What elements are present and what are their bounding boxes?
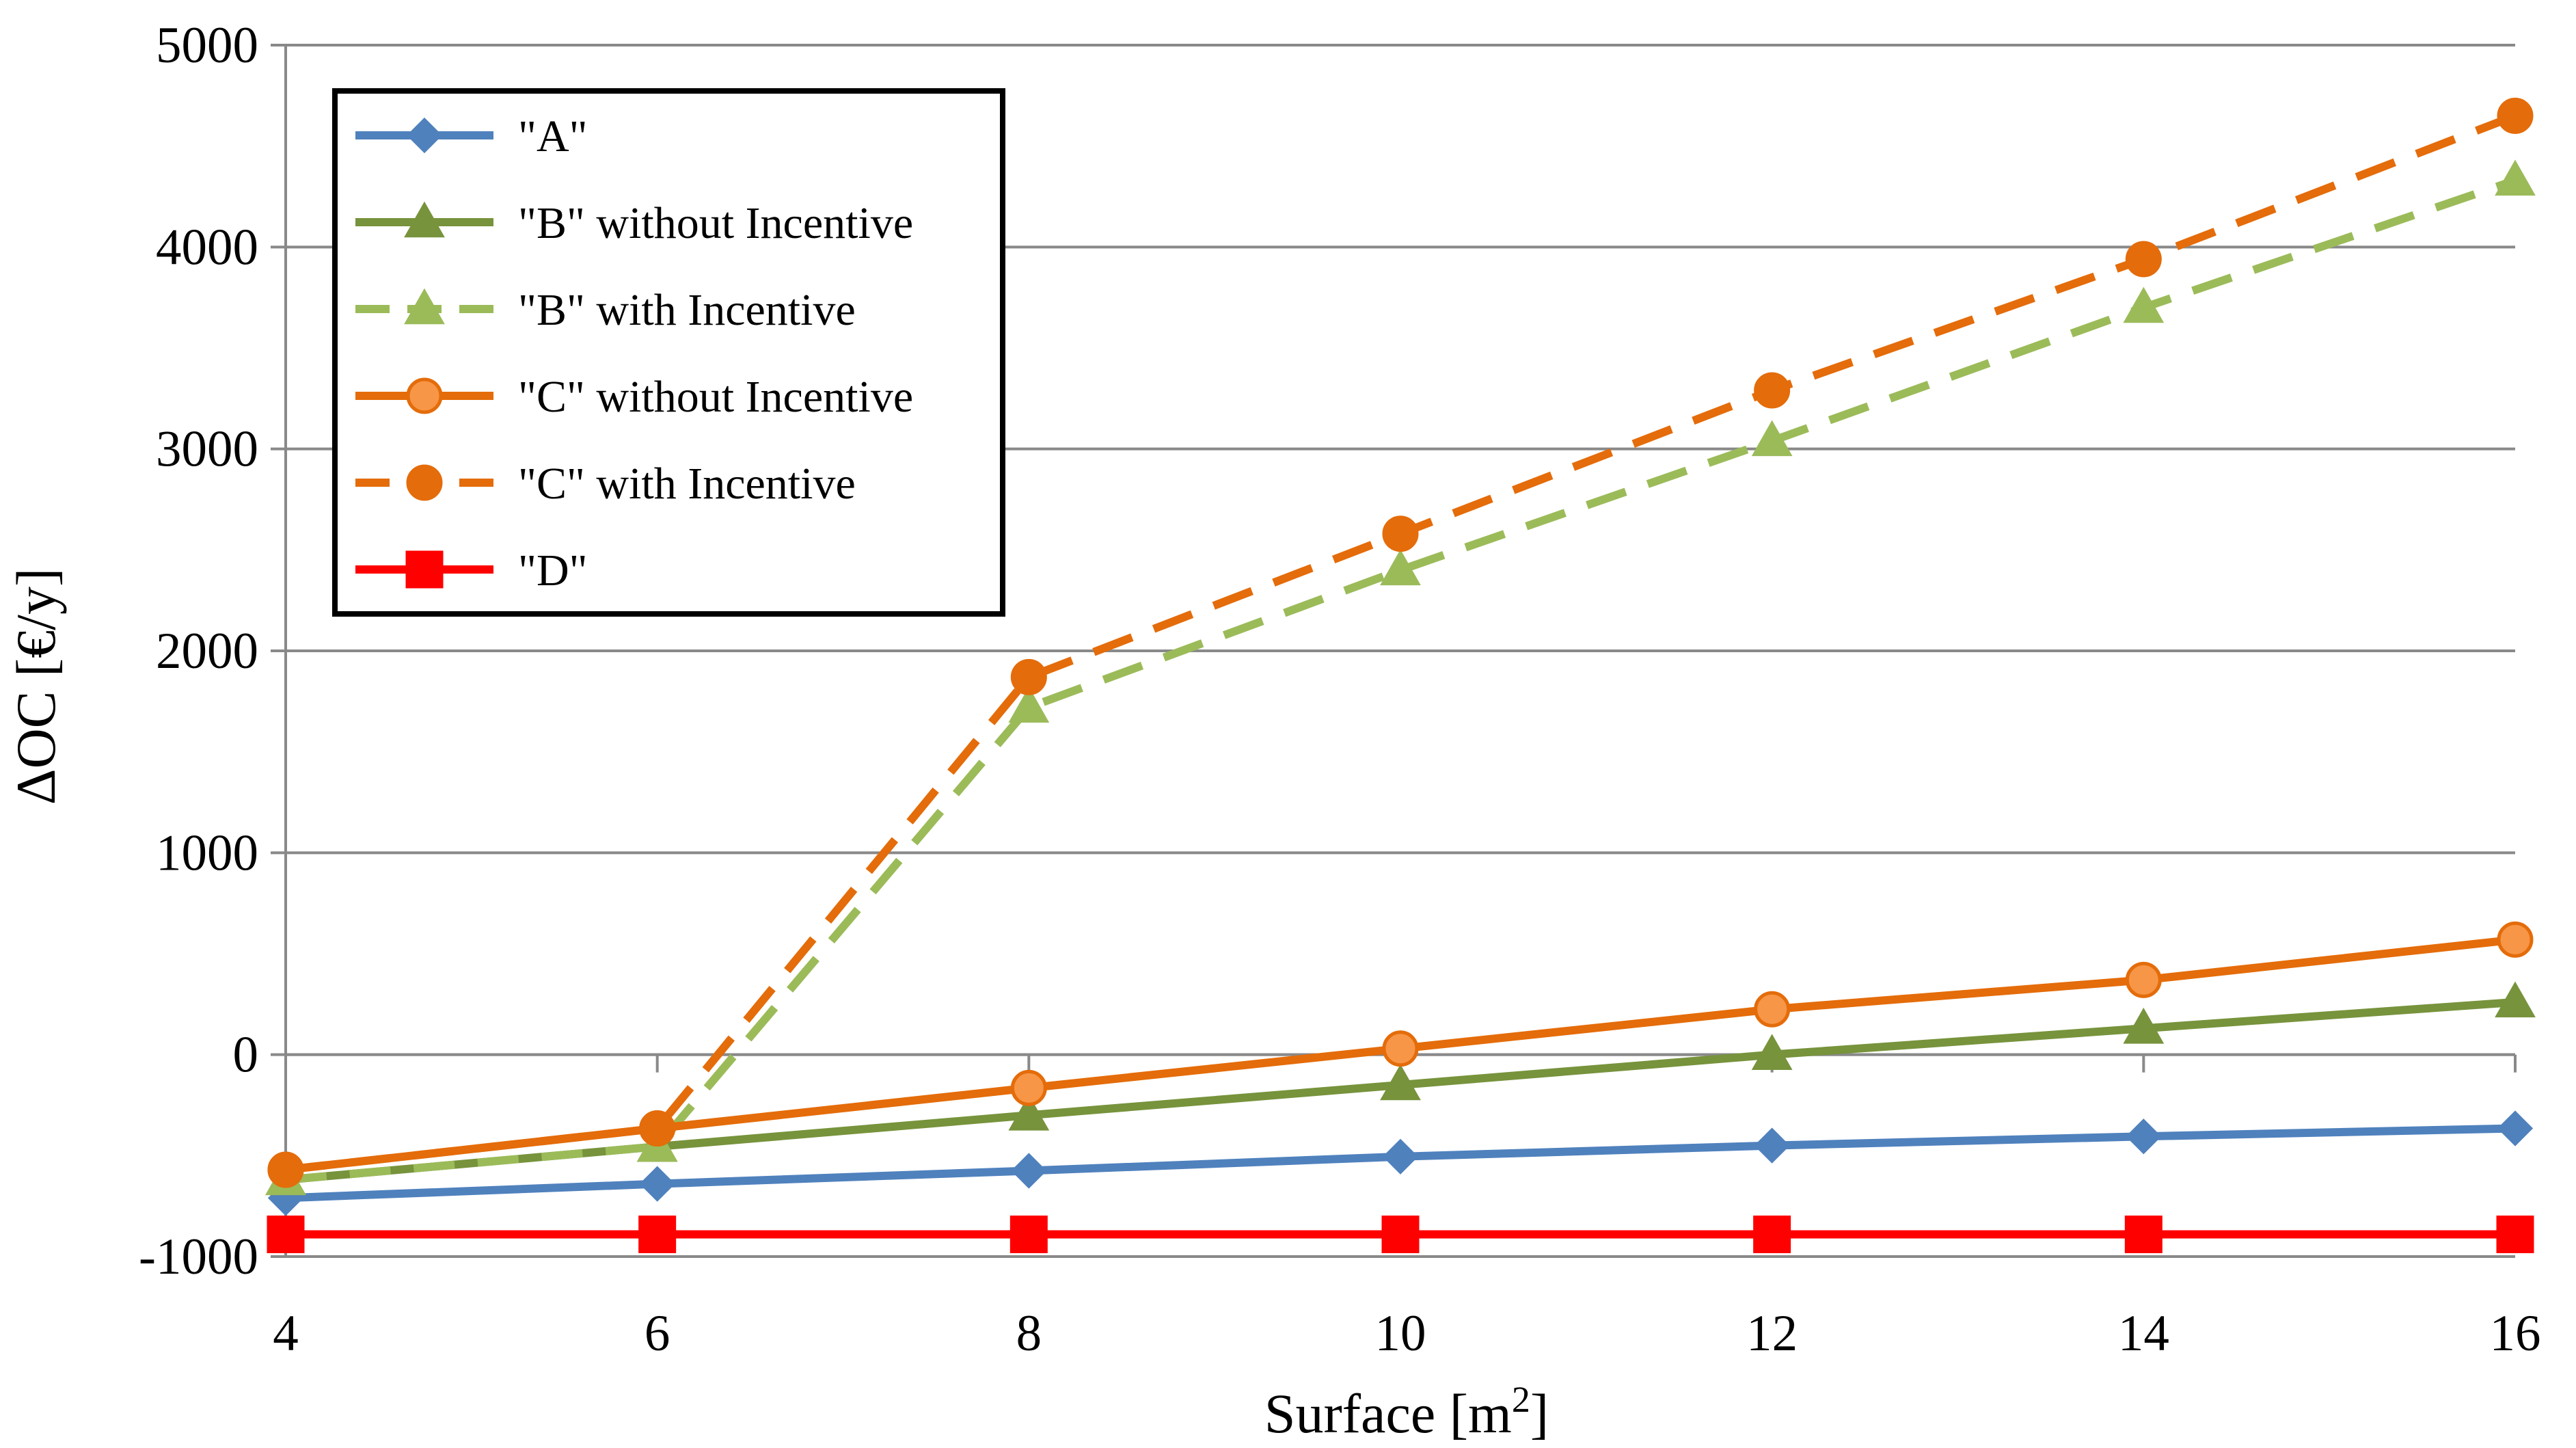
data-point: [1754, 1127, 1790, 1164]
series-6: [267, 1216, 2534, 1254]
series-5: [267, 97, 2534, 1188]
legend-box: [332, 88, 1005, 617]
x-tick-label: 12: [1746, 1305, 1798, 1362]
data-point: [1008, 686, 1050, 723]
y-tick-label: 5000: [156, 17, 258, 74]
legend: "A" "B" without Incentive "B" with Incenti…: [332, 88, 1005, 617]
legend-label: "D": [518, 546, 588, 595]
data-point: [1381, 1216, 1420, 1254]
x-axis-title-superscript: 2: [1512, 1379, 1530, 1420]
y-tick-label: -1000: [139, 1229, 258, 1285]
legend-label: "B" with Incentive: [518, 285, 856, 335]
y-axis-title: ΔOC [€/y]: [5, 568, 67, 805]
data-point: [1751, 1034, 1793, 1070]
data-point: [267, 1151, 304, 1188]
x-axis-title: Surface [m2]: [1264, 1379, 1549, 1445]
data-point: [1754, 372, 1791, 409]
data-point: [1751, 420, 1793, 457]
legend-label: "B" without Incentive: [518, 198, 913, 248]
data-point: [2125, 241, 2162, 278]
data-point: [639, 1166, 675, 1202]
data-point: [1009, 1216, 1048, 1254]
x-tick-label: 6: [645, 1305, 670, 1362]
legend-swatch-marker: [406, 377, 443, 414]
data-point: [1380, 1064, 1421, 1101]
data-point: [2495, 981, 2536, 1018]
data-point: [1382, 515, 1419, 552]
legend-entry: "B" with Incentive: [355, 285, 856, 335]
series-1: [267, 1110, 2534, 1216]
legend-label: "C" without Incentive: [518, 372, 913, 422]
data-point: [1010, 1069, 1047, 1106]
data-point: [2497, 921, 2534, 958]
legend-entry: "B" without Incentive: [355, 198, 913, 248]
x-tick-labels: 4 6 8 10 12 14 16: [273, 1305, 2540, 1362]
legend-swatch-marker: [405, 550, 444, 589]
data-point: [2123, 286, 2165, 323]
data-point: [639, 1110, 676, 1147]
x-tick-label: 16: [2490, 1305, 2541, 1362]
legend-entry: "D": [355, 546, 588, 595]
data-point: [638, 1216, 677, 1254]
data-point: [1010, 658, 1047, 695]
legend-swatch-marker: [406, 117, 443, 154]
data-point: [2124, 1216, 2163, 1254]
y-tick-label: 4000: [156, 219, 258, 276]
legend-swatch-marker: [404, 288, 445, 325]
data-point: [2495, 159, 2536, 196]
y-tick-label: 3000: [156, 421, 258, 478]
data-point: [2126, 1118, 2162, 1155]
data-point: [2125, 961, 2162, 998]
data-point: [1754, 991, 1791, 1028]
x-tick-label: 10: [1375, 1305, 1426, 1362]
x-tick-label: 4: [273, 1305, 299, 1362]
data-point: [1008, 1094, 1050, 1131]
data-point: [1382, 1138, 1419, 1175]
data-point: [1380, 549, 1421, 586]
y-tick-labels: -1000 0 1000 2000 3000 4000 5000: [139, 17, 258, 1285]
legend-entry: "C" without Incentive: [355, 372, 913, 422]
data-point: [1753, 1216, 1791, 1254]
series-layer: [265, 97, 2536, 1254]
data-point: [2497, 97, 2534, 134]
legend-swatch-marker: [406, 464, 443, 501]
legend-entry: "C" with Incentive: [355, 459, 856, 509]
data-point: [2496, 1216, 2534, 1254]
legend-entry: "A": [355, 111, 588, 161]
y-tick-label: 2000: [156, 623, 258, 680]
data-point: [2123, 1007, 2165, 1044]
legend-label: "C" with Incentive: [518, 459, 856, 509]
data-point: [1011, 1153, 1047, 1189]
legend-swatch-marker: [404, 201, 445, 238]
y-tick-label: 0: [233, 1027, 259, 1084]
data-point: [1382, 1030, 1419, 1067]
x-tick-label: 8: [1016, 1305, 1042, 1362]
x-tick-label: 14: [2118, 1305, 2169, 1362]
data-point: [2497, 1110, 2534, 1147]
legend-label: "A": [518, 111, 588, 161]
y-tick-label: 1000: [156, 824, 258, 881]
data-point: [267, 1216, 305, 1254]
